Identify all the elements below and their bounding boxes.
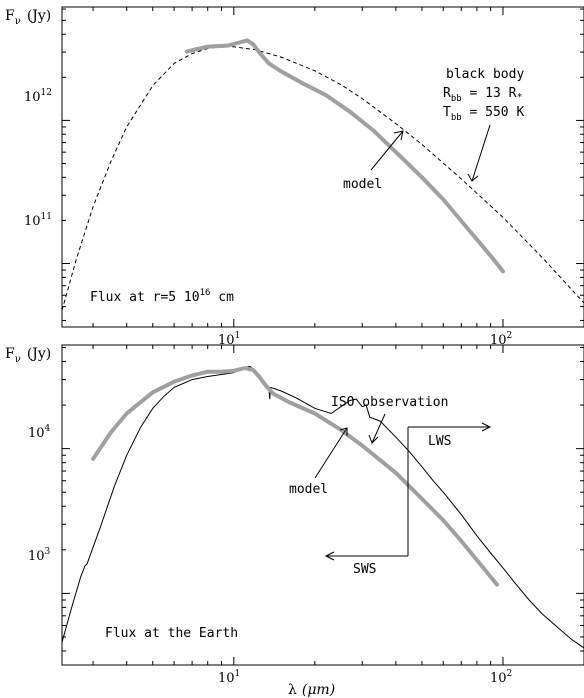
x-tick-label-100-top: 102 xyxy=(490,331,512,348)
x-tick-label-10-top: 101 xyxy=(218,331,240,348)
annotation-t-bb: Tbb = 550 K xyxy=(443,105,524,123)
plot-frame-bottom xyxy=(61,344,584,666)
panel-label-top: Flux at r=5 1016 cm xyxy=(90,288,234,305)
annotation-iso-observation: ISO observation xyxy=(331,395,448,410)
model-curve-top xyxy=(185,38,505,274)
ticks-bottom xyxy=(62,345,584,665)
lws-sws-bracket xyxy=(324,422,492,561)
ticks-top xyxy=(62,7,584,327)
arrow-model-top xyxy=(370,130,404,171)
annotation-lws: LWS xyxy=(428,434,451,449)
annotation-model-bottom: model xyxy=(289,482,328,497)
y-tick-label-1e12: 1012 xyxy=(24,88,52,105)
arrow-model-bottom xyxy=(314,427,348,479)
x-tick-label-10-bottom: 101 xyxy=(218,669,240,686)
model-curve-bottom xyxy=(91,366,499,587)
y-axis-label-bottom: Fν (Jy) xyxy=(5,346,51,365)
y-tick-label-1e4: 104 xyxy=(28,424,51,441)
x-tick-label-100-bottom: 102 xyxy=(490,669,512,686)
iso-observation-curve xyxy=(62,365,584,649)
black-body-curve xyxy=(62,46,584,311)
plot-frame-top xyxy=(61,6,584,328)
arrow-black-body xyxy=(467,124,491,182)
annotation-r-bb: Rbb = 13 R* xyxy=(443,86,523,104)
annotation-black-body: black body xyxy=(446,67,524,82)
panel-label-bottom: Flux at the Earth xyxy=(105,626,238,641)
panel-bottom: Fν (Jy) 101 102 103 104 λ (μm) Flux at the… xyxy=(5,344,584,698)
x-axis-label: λ (μm) xyxy=(288,682,335,698)
y-tick-label-1e3: 103 xyxy=(28,547,51,564)
annotation-sws: SWS xyxy=(353,562,376,577)
panel-top: Fν (Jy) 101 102 1011 1012 Flux at r=5 101… xyxy=(5,6,584,348)
y-tick-label-1e11: 1011 xyxy=(24,212,52,229)
annotation-model-top: model xyxy=(343,177,382,192)
y-axis-label-top: Fν (Jy) xyxy=(5,8,51,27)
arrow-iso-observation xyxy=(368,413,386,444)
